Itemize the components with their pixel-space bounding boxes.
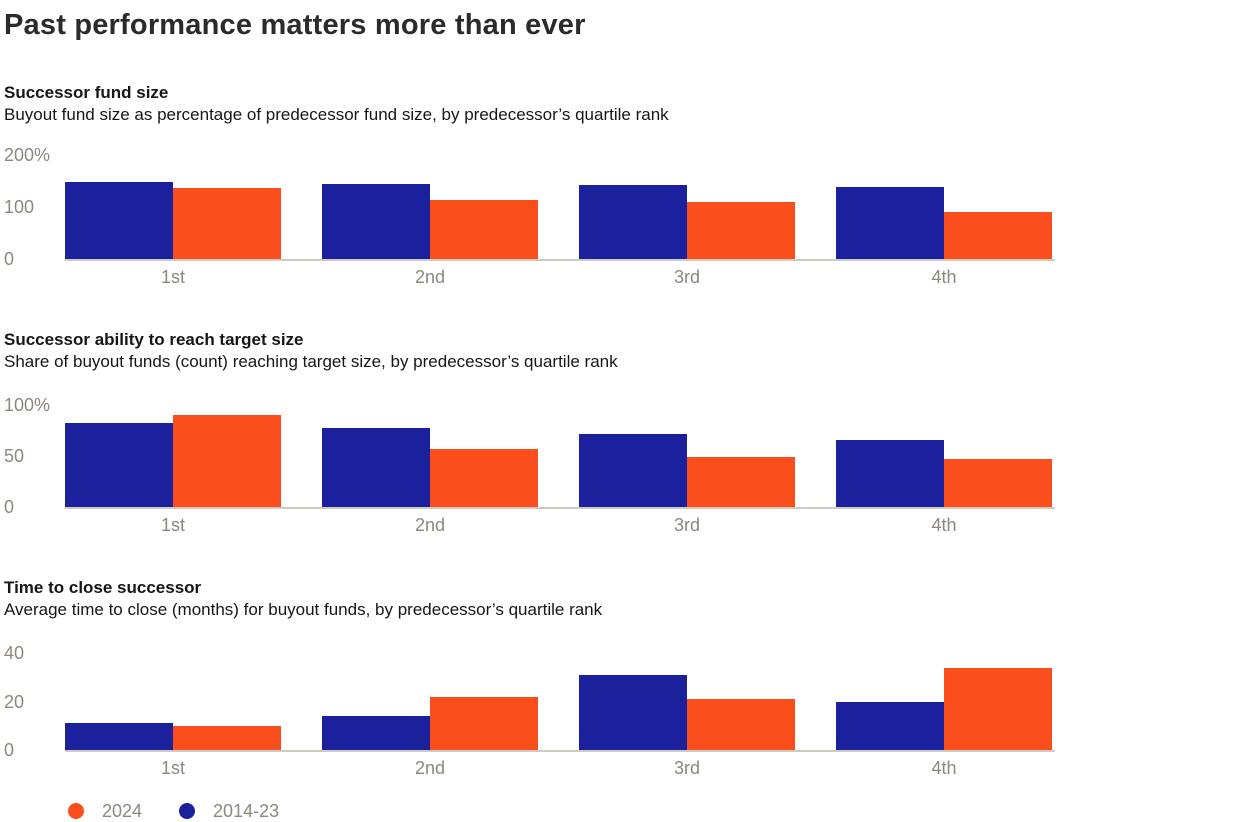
legend-item-2014-23: 2014-23 [179,802,279,820]
y-axis-tick: 0 [4,740,15,760]
bar-2024-4th [944,459,1052,507]
bar-group [65,723,281,750]
bar-group [836,439,1052,507]
plot-area: 200% 100 0 [4,146,1055,268]
bar-row [65,155,1052,259]
category-label: 3rd [673,758,700,778]
bar-2024-2nd [430,696,538,750]
category-label: 4th [931,515,957,535]
bar-2014-23-2nd [322,183,430,259]
category-label: 1st [160,758,185,778]
bar-2024-1st [173,415,281,507]
bar-group [65,182,281,259]
bar-2014-23-3rd [579,185,687,259]
legend-item-2024: 2024 [68,802,142,820]
legend-dot-2014-23-icon [179,803,196,819]
y-axis-tick: 200% [4,145,51,165]
category-label: 4th [931,758,957,778]
bar-2014-23-1st [65,423,173,507]
chart-successor-fund-size: Successor fund size Buyout fund size as … [4,82,1256,287]
chart-title: Time to close successor [4,578,202,597]
category-labels: 1st 2nd 3rd 4th [65,758,1052,778]
y-axis-tick: 40 [4,643,25,663]
bar-2024-3rd [687,201,795,259]
bar-2014-23-4th [836,439,944,507]
category-labels: 1st 2nd 3rd 4th [65,267,1052,287]
bar-group [322,183,538,259]
y-axis-tick: 0 [4,249,15,269]
bar-group [836,667,1052,750]
bar-2014-23-3rd [579,674,687,750]
legend-dot-2024-icon [68,803,84,819]
y-axis-tick: 0 [4,497,15,517]
category-label: 2nd [414,515,446,535]
legend-label: 2014-23 [213,801,280,821]
category-labels: 1st 2nd 3rd 4th [65,515,1052,535]
bar-2024-2nd [430,448,538,507]
category-label: 3rd [673,515,700,535]
chart-subtitle: Average time to close (months) for buyou… [4,600,603,619]
bar-group [579,185,795,259]
bar-2014-23-4th [836,187,944,259]
y-axis-tick: 50 [4,446,25,466]
legend: 2024 2014-23 [68,802,1256,820]
category-label: 3rd [673,267,700,287]
bar-group [322,428,538,507]
bar-2024-1st [173,187,281,259]
bar-2014-23-2nd [322,716,430,750]
plot-area: 40 20 0 [4,644,1055,759]
category-label: 2nd [414,758,446,778]
figure-title: Past performance matters more than ever [4,9,586,41]
legend-label: 2024 [102,801,143,821]
category-label: 2nd [414,267,446,287]
chart-title: Successor fund size [4,83,169,102]
bar-group [579,433,795,507]
bar-2014-23-4th [836,701,944,750]
bar-2014-23-1st [65,723,173,750]
plot-area: 100% 50 0 [4,396,1055,516]
bar-row [65,405,1052,507]
bar-2024-3rd [687,699,795,750]
bar-2014-23-1st [65,182,173,259]
bar-2024-2nd [430,199,538,259]
chart-title: Successor ability to reach target size [4,330,304,349]
category-label: 1st [160,267,185,287]
chart-time-to-close-successor: Time to close successor Average time to … [4,577,1256,778]
category-label: 4th [931,267,957,287]
bar-2014-23-3rd [579,433,687,507]
bar-group [579,674,795,750]
bar-2024-3rd [687,457,795,507]
y-axis-tick: 100 [4,197,35,217]
bar-2024-4th [944,212,1052,259]
bar-row [65,653,1052,750]
chart-subtitle: Buyout fund size as percentage of predec… [4,105,669,124]
chart-subtitle: Share of buyout funds (count) reaching t… [4,352,618,371]
category-label: 1st [160,515,185,535]
bar-group [65,415,281,507]
y-axis-tick: 20 [4,691,25,712]
chart-successor-ability-to-reach-target-size: Successor ability to reach target size S… [4,329,1256,535]
bar-2024-4th [944,667,1052,750]
bar-2024-1st [173,725,281,750]
bar-group [836,187,1052,259]
bar-group [322,696,538,750]
y-axis-tick: 100% [4,395,51,415]
bar-2014-23-2nd [322,428,430,507]
